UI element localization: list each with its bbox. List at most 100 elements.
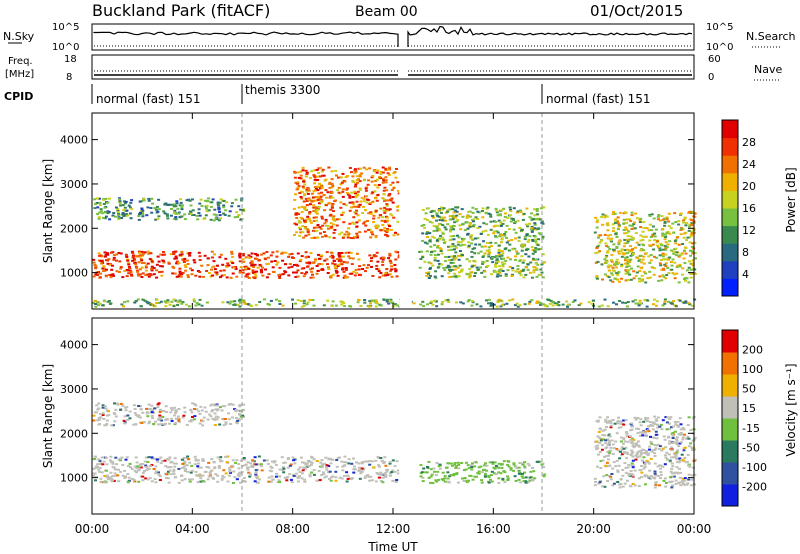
echo-cell (378, 214, 382, 217)
echo-cell (686, 482, 690, 485)
echo-cell (219, 217, 223, 220)
echo-cell (333, 219, 337, 222)
echo-cell (468, 273, 472, 276)
echo-cell (273, 260, 277, 262)
echo-cell (628, 250, 632, 253)
echo-cell (382, 193, 386, 196)
echo-cell (518, 259, 522, 261)
echo-cell (670, 462, 674, 465)
echo-cell (164, 422, 167, 425)
echo-cell (688, 465, 692, 468)
echo-cell (616, 469, 620, 472)
echo-cell (312, 304, 316, 307)
echo-cell (306, 192, 310, 195)
echo-cell (178, 267, 182, 270)
echo-cell (456, 481, 460, 484)
echo-cell (599, 439, 603, 442)
echo-cell (426, 219, 429, 221)
echo-cell (367, 264, 370, 267)
echo-cell (690, 234, 694, 237)
echo-cell (685, 461, 689, 464)
echo-cell (451, 208, 455, 211)
echo-cell (133, 469, 137, 472)
echo-cell (621, 474, 625, 477)
echo-cell (128, 206, 132, 209)
echo-cell (356, 190, 360, 193)
echo-cell (359, 470, 363, 473)
echo-cell (327, 465, 331, 467)
echo-cell (656, 215, 660, 218)
echo-cell (293, 176, 297, 179)
colorbar-swatch (722, 396, 738, 419)
echo-cell (629, 429, 633, 432)
echo-cell (372, 214, 376, 217)
echo-cell (344, 276, 348, 279)
echo-cell (231, 272, 235, 275)
echo-cell (359, 167, 363, 170)
echo-cell (677, 432, 681, 435)
echo-cell (247, 471, 251, 474)
echo-cell (686, 454, 690, 456)
echo-cell (361, 468, 365, 471)
echo-cell (136, 465, 140, 468)
echo-cell (651, 234, 655, 237)
echo-cell (117, 271, 121, 273)
echo-cell (436, 214, 440, 217)
echo-cell (671, 465, 675, 468)
echo-cell (654, 484, 658, 486)
echo-cell (534, 240, 538, 243)
echo-cell (674, 423, 678, 426)
echo-cell (649, 254, 653, 256)
x-axis-label: Time UT (367, 540, 418, 554)
echo-cell (606, 416, 609, 419)
echo-cell (119, 459, 122, 462)
echo-cell (334, 269, 338, 272)
echo-cell (315, 479, 319, 482)
echo-cell (435, 239, 439, 242)
echo-cell (693, 437, 697, 440)
echo-cell (137, 480, 141, 483)
echo-cell (308, 219, 312, 222)
echo-cell (507, 239, 511, 242)
echo-cell (376, 455, 380, 458)
echo-cell (172, 217, 176, 220)
echo-cell (162, 251, 165, 253)
echo-cell (654, 228, 658, 231)
echo-cell (600, 304, 604, 307)
echo-cell (611, 266, 615, 269)
echo-cell (497, 219, 501, 222)
echo-cell (642, 456, 646, 459)
echo-cell (342, 235, 346, 238)
echo-cell (485, 249, 489, 252)
echo-cell (425, 232, 429, 235)
echo-cell (689, 276, 693, 279)
echo-cell (425, 471, 429, 474)
echo-cell (102, 203, 106, 205)
echo-cell (620, 446, 624, 449)
echo-cell (166, 217, 170, 220)
echo-cell (663, 224, 667, 227)
echo-cell (629, 235, 633, 238)
echo-cell (133, 301, 137, 304)
echo-cell (491, 256, 495, 259)
echo-cell (453, 275, 457, 278)
y-tick-label: 4000 (60, 134, 88, 147)
echo-cell (329, 208, 333, 211)
echo-cell (619, 426, 623, 429)
echo-cell (113, 472, 117, 475)
echo-cell (539, 268, 543, 271)
echo-cell (129, 201, 133, 204)
echo-cell (255, 463, 259, 466)
echo-cell (234, 461, 237, 464)
echo-cell (609, 478, 613, 481)
echo-cell (467, 479, 471, 482)
echo-cell (533, 477, 537, 480)
echo-cell (519, 211, 523, 213)
echo-cell (307, 233, 311, 236)
echo-cell (96, 419, 100, 422)
echo-cell (678, 254, 682, 257)
echo-cell (296, 182, 300, 185)
echo-cell (501, 252, 505, 255)
echo-cell (481, 207, 485, 210)
echo-cell (514, 270, 518, 273)
